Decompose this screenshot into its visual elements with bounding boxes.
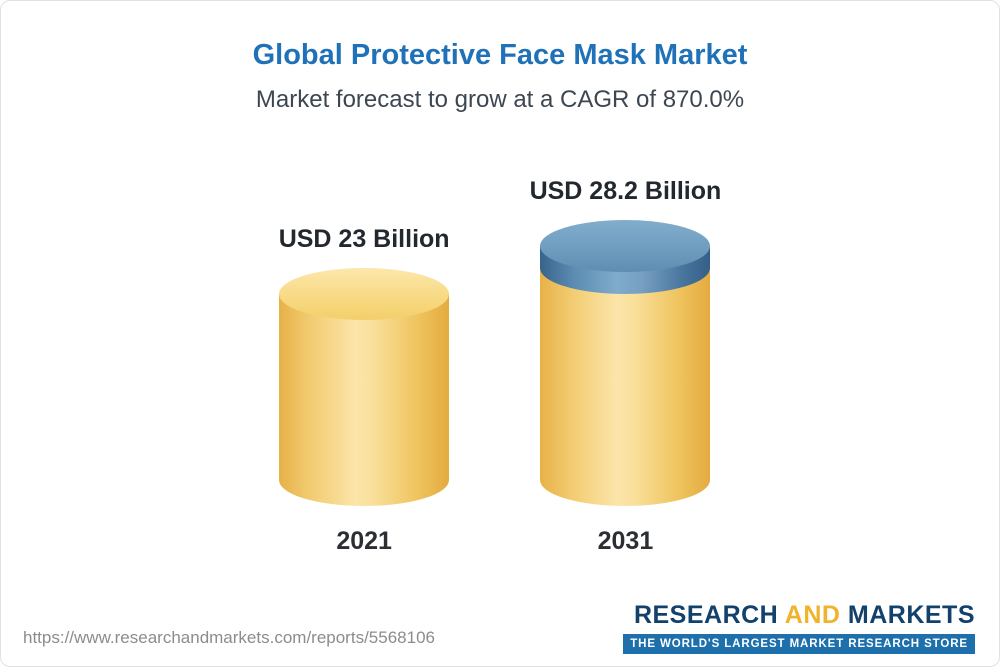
header: Global Protective Face Mask Market Marke… bbox=[1, 1, 999, 114]
year-label-2031: 2031 bbox=[597, 527, 654, 555]
chart-title: Global Protective Face Mask Market bbox=[252, 39, 748, 71]
value-label-2031: USD 28.2 Billion bbox=[529, 177, 722, 205]
chart-subtitle: Market forecast to grow at a CAGR of 870… bbox=[255, 86, 745, 113]
report-url: https://www.researchandmarkets.com/repor… bbox=[23, 628, 435, 647]
cylinder-top-ellipse bbox=[540, 220, 711, 272]
bar-group-2021: USD 23 Billion 2021 bbox=[279, 224, 450, 556]
cylinder-top-ellipse bbox=[279, 268, 450, 320]
cylinder-base-segment bbox=[279, 294, 450, 506]
footer: https://www.researchandmarkets.com/repor… bbox=[1, 601, 999, 666]
cylinder-base-segment bbox=[540, 268, 711, 506]
cylinder-2021 bbox=[279, 268, 450, 506]
cylinder-2031 bbox=[540, 220, 711, 506]
bar-group-2031: USD 28.2 Billion 2031 bbox=[530, 176, 722, 556]
logo-word-and: AND bbox=[784, 601, 841, 629]
year-label-2021: 2021 bbox=[336, 527, 392, 555]
logo-tagline: THE WORLD'S LARGEST MARKET RESEARCH STOR… bbox=[623, 634, 975, 654]
logo-wordmark: RESEARCH AND MARKETS bbox=[623, 601, 975, 630]
value-label-2021: USD 23 Billion bbox=[278, 225, 450, 253]
company-logo: RESEARCH AND MARKETS THE WORLD'S LARGEST… bbox=[623, 601, 975, 654]
logo-word-research: RESEARCH bbox=[633, 601, 779, 629]
logo-word-markets: MARKETS bbox=[847, 601, 975, 629]
bar-chart: USD 23 Billion 2021 USD 28.2 Billion 203… bbox=[1, 176, 999, 556]
